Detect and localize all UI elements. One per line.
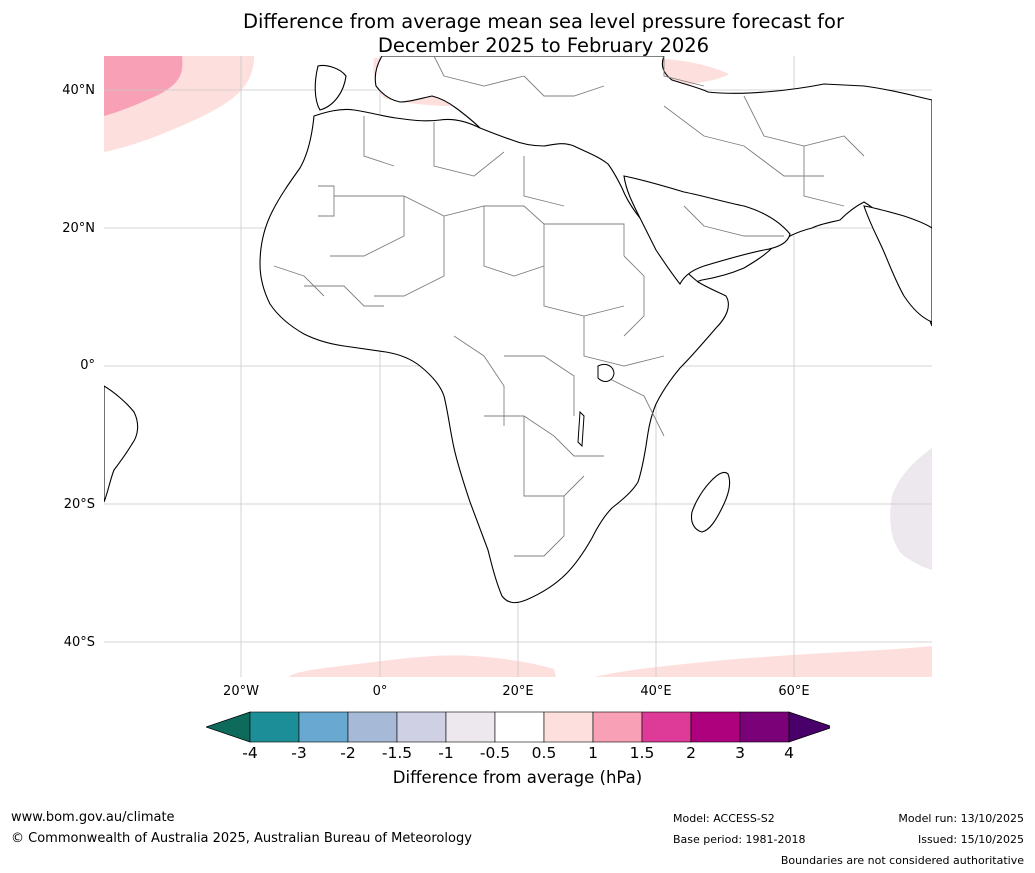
- lon-label-40e: 40°E: [640, 684, 672, 699]
- colorbar-segment: [347, 711, 398, 743]
- lake-victoria: [597, 363, 615, 382]
- colorbar-segment: [396, 711, 447, 743]
- colorbar-segment: [690, 711, 741, 743]
- footer-disclaimer: Boundaries are not considered authoritat…: [780, 854, 1024, 867]
- lat-label-40n: 40°N: [62, 83, 95, 98]
- map-panel: [104, 56, 932, 677]
- colorbar-segment: [494, 711, 545, 743]
- footer-url[interactable]: www.bom.gov.au/climate: [11, 810, 175, 825]
- colorbar-tick-label: 4: [784, 744, 794, 762]
- lat-label-40s: 40°S: [63, 635, 95, 650]
- lon-label-60e: 60°E: [778, 684, 810, 699]
- title-line-2: December 2025 to February 2026: [377, 34, 710, 57]
- colorbar-tick-label: 0.5: [531, 744, 557, 762]
- colorbar-segment: [298, 711, 349, 743]
- north-atlantic-high-anomaly: [104, 56, 183, 116]
- colorbar-segment: [641, 711, 692, 743]
- colorbar-tick-label: 2: [686, 744, 696, 762]
- colorbar-tick-label: 3: [735, 744, 745, 762]
- colorbar-tick-label: -2: [340, 744, 356, 762]
- lon-label-20e: 20°E: [502, 684, 534, 699]
- colorbar-segment: [445, 711, 496, 743]
- map-title: Difference from average mean sea level p…: [0, 10, 1035, 58]
- colorbar-tick-label: -3: [291, 744, 307, 762]
- colorbar-tick-label: -0.5: [479, 744, 511, 762]
- colorbar-segment: [543, 711, 594, 743]
- footer-copyright: © Commonwealth of Australia 2025, Austra…: [11, 831, 472, 846]
- madagascar: [690, 471, 731, 533]
- country-borders: [273, 56, 865, 557]
- title-line-1: Difference from average mean sea level p…: [243, 10, 844, 33]
- colorbar-extend-low: [204, 711, 251, 743]
- eurasia-landmass: [314, 64, 347, 111]
- southern-ocean-anomaly-west: [289, 655, 556, 677]
- lake-tanganyika: [577, 410, 585, 448]
- footer-issued: Issued: 15/10/2025: [917, 833, 1024, 846]
- lat-label-20n: 20°N: [62, 221, 95, 236]
- lon-label-20w: 20°W: [223, 684, 259, 699]
- arabian-peninsula: [623, 175, 791, 286]
- footer-model: Model: ACCESS-S2: [673, 812, 775, 825]
- india: [863, 205, 932, 323]
- colorbar-label: Difference from average (hPa): [392, 768, 643, 787]
- colorbar-extend-high: [788, 711, 835, 743]
- map-svg: [104, 56, 932, 677]
- colorbar: [204, 711, 835, 747]
- colorbar-svg: [204, 711, 835, 743]
- south-america-edge: [104, 385, 139, 503]
- colorbar-segment: [592, 711, 643, 743]
- indian-ocean-anomaly: [890, 448, 932, 570]
- lon-label-0: 0°: [372, 684, 388, 699]
- colorbar-segment: [249, 711, 300, 743]
- colorbar-tick-label: 1.5: [629, 744, 655, 762]
- lat-label-20s: 20°S: [63, 497, 95, 512]
- colorbar-tick-label: -4: [242, 744, 258, 762]
- lat-label-0: 0°: [80, 358, 95, 373]
- footer-base-period: Base period: 1981-2018: [673, 833, 806, 846]
- colorbar-tick-label: -1.5: [381, 744, 413, 762]
- footer-model-run: Model run: 13/10/2025: [898, 812, 1024, 825]
- colorbar-tick-label: 1: [588, 744, 598, 762]
- colorbar-segment: [739, 711, 790, 743]
- africa-landmass: [259, 108, 729, 604]
- southern-ocean-anomaly-east: [594, 646, 932, 677]
- colorbar-tick-label: -1: [438, 744, 454, 762]
